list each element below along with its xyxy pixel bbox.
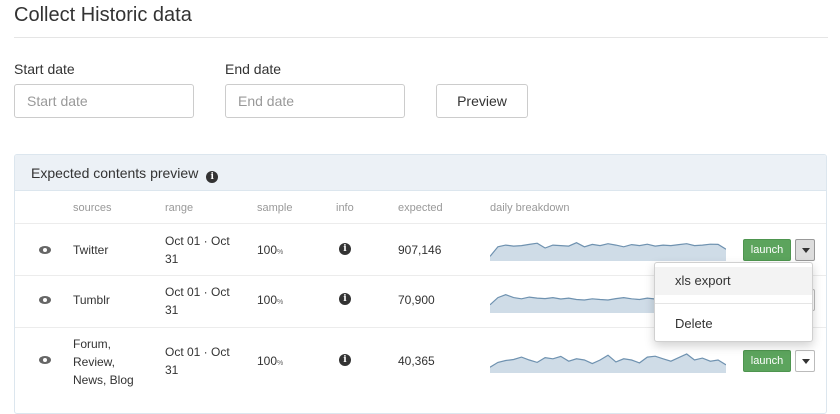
source-cell: Twitter	[73, 243, 109, 257]
info-icon[interactable]: i	[206, 171, 219, 183]
expected-cell: 40,365	[398, 354, 435, 368]
column-header-range: range	[165, 202, 194, 214]
daily-breakdown-sparkline	[490, 242, 726, 261]
row-divider	[15, 223, 826, 224]
range-cell: Oct 01 · Oct 31	[165, 345, 230, 377]
panel-title-text: Expected contents preview	[31, 165, 199, 181]
info-icon[interactable]: i	[339, 243, 351, 255]
sparkline-line	[490, 242, 726, 257]
sample-value: 100	[257, 243, 278, 257]
source-cell: Forum, Review, News, Blog	[73, 335, 153, 389]
panel-title: Expected contents preview i	[31, 165, 219, 183]
menu-divider	[655, 303, 812, 304]
range-cell: Oct 01 · Oct 31	[165, 285, 230, 317]
chevron-down-icon	[802, 248, 810, 253]
sample-cell: 100%	[257, 241, 283, 262]
eye-icon[interactable]	[39, 246, 51, 254]
eye-icon[interactable]	[39, 356, 51, 364]
column-header-daily-breakdown: daily breakdown	[490, 202, 570, 214]
info-icon[interactable]: i	[339, 354, 351, 366]
expected-cell: 70,900	[398, 293, 435, 307]
daily-breakdown-sparkline	[490, 353, 726, 373]
chevron-down-icon	[802, 359, 810, 364]
source-line: Forum,	[73, 337, 112, 351]
eye-icon[interactable]	[39, 296, 51, 304]
sample-cell: 100%	[257, 352, 283, 373]
range-cell: Oct 01 · Oct 31	[165, 234, 230, 266]
start-date-label: Start date	[14, 61, 75, 77]
sample-unit: %	[277, 299, 284, 306]
sample-value: 100	[257, 293, 278, 307]
panel-heading: Expected contents preview i	[15, 155, 826, 191]
sparkline-area	[490, 242, 726, 261]
column-header-sources: sources	[73, 202, 112, 214]
preview-button[interactable]: Preview	[436, 84, 528, 118]
sample-unit: %	[277, 360, 284, 367]
row-actions-dropdown-toggle[interactable]	[795, 239, 815, 261]
end-date-label: End date	[225, 61, 282, 77]
column-header-expected: expected	[398, 202, 443, 214]
source-line: News, Blog	[73, 373, 134, 387]
page-title: Collect Historic data	[14, 4, 192, 26]
sample-cell: 100%	[257, 291, 283, 312]
row-divider	[15, 327, 826, 328]
row-actions-menu: xls export Delete	[654, 262, 813, 342]
menu-item-xls-export[interactable]: xls export	[655, 267, 812, 295]
sample-value: 100	[257, 354, 278, 368]
menu-item-label: Delete	[675, 316, 713, 331]
start-date-input[interactable]	[14, 84, 194, 118]
menu-item-label: xls export	[675, 273, 731, 288]
column-header-info: info	[336, 202, 354, 214]
menu-item-delete[interactable]: Delete	[655, 310, 812, 338]
expected-cell: 907,146	[398, 243, 442, 257]
launch-button[interactable]: launch	[743, 239, 791, 261]
row-divider	[15, 275, 826, 276]
launch-button[interactable]: launch	[743, 350, 791, 372]
column-header-sample: sample	[257, 202, 293, 214]
end-date-input[interactable]	[225, 84, 405, 118]
sample-unit: %	[277, 249, 284, 256]
source-cell: Tumblr	[73, 293, 110, 307]
title-divider	[14, 37, 828, 38]
info-icon[interactable]: i	[339, 293, 351, 305]
source-line: Review,	[73, 355, 116, 369]
row-actions-dropdown-toggle[interactable]	[795, 350, 815, 372]
sparkline-line	[490, 353, 726, 368]
